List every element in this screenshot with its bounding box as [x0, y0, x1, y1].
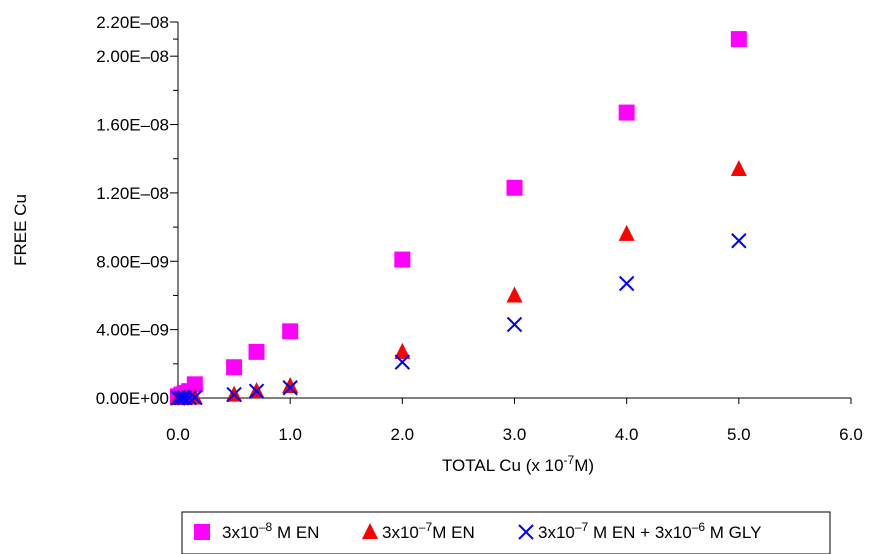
legend-label-part: M EN — [432, 523, 475, 542]
x-tick-label: 1.0 — [278, 425, 302, 444]
x-axis-title-exponent: -7 — [564, 453, 575, 467]
y-axis-title: FREE Cu — [11, 194, 30, 266]
series-square — [170, 31, 747, 405]
legend-label-part: M GLY — [705, 523, 761, 542]
data-point — [618, 104, 635, 121]
legend-marker — [194, 524, 210, 540]
x-tick-label: 2.0 — [391, 425, 415, 444]
y-tick-label: 0.00E+00 — [96, 389, 169, 408]
data-point — [282, 323, 299, 340]
x-axis: 0.0 1.0 2.0 3.0 4.0 5.0 6.0 — [166, 397, 863, 444]
data-point — [226, 359, 243, 376]
y-tick-label: 4.00E–09 — [96, 321, 169, 340]
data-point — [618, 275, 635, 292]
data-point — [282, 377, 299, 394]
legend-label: 3x10–8 M EN — [222, 520, 319, 542]
legend-item: 3x10–7M EN — [362, 520, 475, 542]
legend-label-part: M EN + 3x10 — [588, 523, 691, 542]
data-point — [730, 159, 747, 176]
data-point — [731, 233, 747, 249]
data-point — [506, 316, 523, 333]
y-tick-label: 1.20E–08 — [96, 184, 169, 203]
x-tick-label: 6.0 — [839, 425, 863, 444]
data-point — [170, 390, 186, 406]
data-point — [506, 286, 523, 303]
series-triangle — [170, 159, 747, 405]
x-axis-title-text: TOTAL Cu (x 10 — [442, 456, 564, 475]
legend-label-part: –7 — [575, 520, 589, 534]
series-x — [170, 233, 747, 406]
legend-label-part: 3x10 — [382, 523, 419, 542]
legend-box — [181, 511, 831, 554]
legend-item: 3x10–8 M EN — [194, 520, 319, 542]
data-point — [187, 389, 203, 406]
legend-label-part: –8 — [259, 520, 273, 534]
legend-item: 3x10–7 M EN + 3x10–6 M GLY — [518, 520, 761, 542]
data-point — [248, 343, 265, 360]
data-point — [186, 376, 203, 393]
data-point — [394, 251, 411, 268]
legend-marker — [362, 523, 378, 539]
y-tick-label: 2.00E–08 — [96, 47, 169, 66]
legend-label-part: –7 — [419, 520, 433, 534]
x-tick-label: 3.0 — [503, 425, 527, 444]
x-tick-label: 4.0 — [615, 425, 639, 444]
x-axis-title: TOTAL Cu (x 10-7M) — [442, 453, 594, 475]
data-point — [181, 389, 197, 406]
legend-label-part: –6 — [692, 520, 706, 534]
legend-label-part: M EN — [272, 523, 319, 542]
data-point — [730, 31, 747, 48]
data-point — [226, 386, 242, 403]
legend-marker — [518, 524, 534, 540]
data-point — [248, 383, 265, 399]
y-tick-label: 8.00E–09 — [96, 252, 169, 271]
data-point — [282, 380, 298, 396]
x-axis-title-unit: M) — [574, 456, 594, 475]
legend: 3x10–8 M EN 3x10–7M EN 3x10–7 M EN + 3x10–… — [181, 511, 831, 554]
y-tick-label: 2.20E–08 — [96, 13, 169, 32]
data-point — [618, 224, 635, 241]
data-point — [394, 342, 411, 359]
legend-label: 3x10–7M EN — [382, 520, 475, 542]
x-tick-label: 0.0 — [166, 425, 190, 444]
legend-label-part: 3x10 — [538, 523, 575, 542]
y-axis: 0.00E+00 4.00E–09 8.00E–09 1.20E–08 1.60E–08… — [96, 13, 179, 408]
legend-label: 3x10–7 M EN + 3x10–6 M GLY — [538, 520, 761, 542]
legend-label-part: 3x10 — [222, 523, 259, 542]
data-point — [394, 354, 411, 370]
plot-area — [170, 31, 747, 406]
y-tick-label: 1.60E–08 — [96, 116, 169, 135]
data-point — [506, 179, 523, 196]
x-tick-label: 5.0 — [727, 425, 751, 444]
